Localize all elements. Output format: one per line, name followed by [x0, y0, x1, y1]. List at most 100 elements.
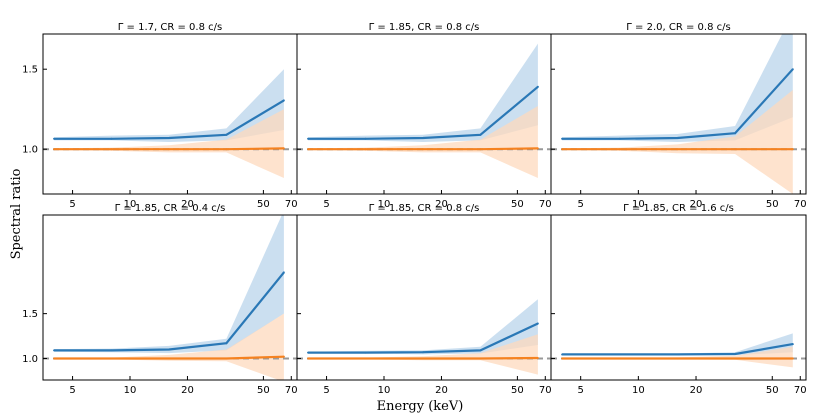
blue-data-point [676, 353, 679, 356]
panel-6: Γ = 1.85, CR = 1.6 c/s 5 10 20 50 70 [550, 203, 807, 396]
panel-5: Γ = 1.85, CR = 0.8 c/s 5 10 20 50 70 [296, 203, 552, 396]
blue-data-point [618, 353, 621, 356]
x-tick-label: 10 [378, 385, 391, 396]
blue-data-point [110, 137, 113, 140]
orange-data-point [364, 148, 367, 151]
orange-data-point [225, 357, 228, 360]
orange-data-point [167, 357, 170, 360]
orange-data-point [307, 357, 310, 360]
blue-data-point [53, 137, 56, 140]
orange-confidence-band [54, 109, 284, 178]
x-tick-label: 50 [511, 199, 524, 210]
orange-data-point [618, 148, 621, 151]
panel-frame [550, 214, 807, 381]
x-tick-label: 70 [794, 385, 807, 396]
blue-data-point [167, 137, 170, 139]
blue-data-point [307, 351, 310, 354]
x-tick-label: 5 [323, 199, 329, 210]
orange-confidence-band [562, 90, 793, 194]
blue-data-point [561, 353, 564, 356]
panel-title: Γ = 2.0, CR = 0.8 c/s [626, 22, 730, 33]
orange-data-point [536, 357, 539, 360]
blue-data-point [734, 352, 737, 355]
panel-title: Γ = 1.85, CR = 1.6 c/s [623, 203, 734, 214]
blue-data-point [536, 322, 539, 325]
blue-data-point [364, 137, 367, 140]
blue-data-point [421, 351, 424, 354]
x-tick-label: 20 [181, 385, 194, 396]
plot-area [297, 43, 551, 178]
orange-data-point [791, 357, 794, 360]
orange-data-point [53, 357, 56, 360]
x-tick-label: 50 [511, 385, 524, 396]
panel-title: Γ = 1.7, CR = 0.8 c/s [118, 22, 222, 33]
panel-title: Γ = 1.85, CR = 0.8 c/s [369, 203, 480, 214]
panel-frame [550, 33, 807, 195]
plot-area [43, 69, 297, 178]
x-tick-label: 10 [378, 199, 391, 210]
orange-confidence-band [562, 346, 793, 368]
blue-confidence-band [562, 333, 793, 356]
x-tick-label: 50 [766, 385, 779, 396]
blue-data-point [110, 349, 113, 352]
blue-data-point [734, 132, 737, 135]
blue-data-point [791, 68, 794, 71]
plot-area [43, 215, 297, 380]
x-tick-label: 20 [690, 199, 703, 210]
x-tick-label: 10 [124, 385, 137, 396]
orange-data-point [561, 357, 564, 360]
x-tick-label: 5 [69, 199, 75, 210]
x-axis-label: Energy (keV) [377, 399, 464, 414]
x-tick-label: 50 [257, 199, 270, 210]
orange-data-point [167, 148, 170, 151]
x-tick-label: 10 [124, 199, 137, 210]
panel-title: Γ = 1.85, CR = 0.4 c/s [115, 203, 226, 214]
blue-data-point [791, 343, 794, 346]
blue-data-point [364, 351, 367, 354]
orange-data-point [282, 147, 285, 150]
orange-data-point [676, 357, 679, 360]
orange-confidence-band [308, 106, 538, 178]
orange-confidence-band [308, 334, 538, 375]
x-tick-label: 70 [285, 199, 298, 210]
panel-2: Γ = 1.85, CR = 0.8 c/s 5 10 20 50 70 [296, 22, 552, 210]
x-tick-label: 10 [632, 199, 645, 210]
orange-data-point [676, 148, 679, 151]
blue-data-point [479, 349, 482, 352]
x-tick-label: 5 [577, 385, 583, 396]
y-axis-label: Spectral ratio [9, 168, 24, 259]
orange-data-point [282, 355, 285, 358]
x-tick-label: 10 [632, 385, 645, 396]
orange-data-point [561, 148, 564, 151]
blue-data-point [561, 137, 564, 140]
blue-data-point [225, 342, 228, 345]
orange-data-point [307, 148, 310, 151]
blue-data-point [282, 271, 285, 274]
x-tick-label: 70 [539, 385, 552, 396]
y-tick-label: 1.5 [22, 309, 38, 320]
x-tick-label: 20 [435, 385, 448, 396]
orange-data-point [421, 357, 424, 360]
plot-area [297, 299, 551, 375]
x-tick-label: 50 [257, 385, 270, 396]
x-tick-label: 70 [539, 199, 552, 210]
blue-data-point [479, 133, 482, 136]
blue-data-point [53, 349, 56, 352]
y-tick-label: 1.5 [22, 65, 38, 76]
orange-data-point [110, 357, 113, 360]
orange-data-point [364, 357, 367, 360]
orange-data-point [536, 147, 539, 150]
blue-confidence-band [54, 215, 284, 354]
x-tick-label: 20 [181, 199, 194, 210]
x-tick-label: 20 [690, 385, 703, 396]
blue-data-point [167, 348, 170, 351]
blue-data-point [618, 137, 621, 140]
blue-data-point [676, 137, 679, 139]
orange-data-point [734, 148, 737, 151]
x-tick-label: 70 [794, 199, 807, 210]
orange-data-point [618, 357, 621, 360]
orange-data-point [225, 148, 228, 151]
orange-data-point [110, 148, 113, 151]
x-tick-label: 50 [766, 199, 779, 210]
